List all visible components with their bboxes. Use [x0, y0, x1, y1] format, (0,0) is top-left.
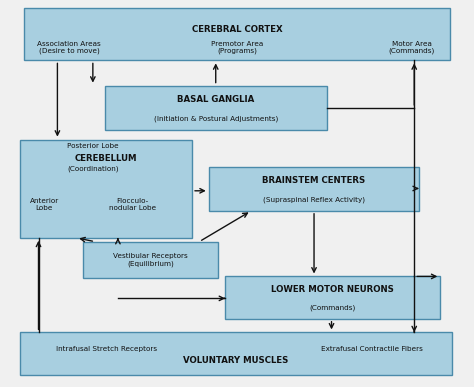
Text: CEREBELLUM: CEREBELLUM: [74, 154, 137, 163]
Text: CEREBRAL CORTEX: CEREBRAL CORTEX: [191, 25, 283, 34]
Text: Posterior Lobe: Posterior Lobe: [67, 144, 118, 149]
FancyBboxPatch shape: [225, 276, 440, 319]
Text: Vestibular Receptors
(Equilibrium): Vestibular Receptors (Equilibrium): [113, 253, 188, 267]
FancyBboxPatch shape: [105, 86, 327, 130]
FancyBboxPatch shape: [24, 9, 450, 60]
FancyBboxPatch shape: [19, 140, 192, 238]
Text: Motor Area
(Commands): Motor Area (Commands): [389, 41, 435, 55]
Text: (Commands): (Commands): [310, 305, 356, 311]
Text: VOLUNTARY MUSCLES: VOLUNTARY MUSCLES: [183, 356, 289, 365]
Text: BRAINSTEM CENTERS: BRAINSTEM CENTERS: [262, 175, 365, 185]
FancyBboxPatch shape: [19, 332, 452, 375]
Text: LOWER MOTOR NEURONS: LOWER MOTOR NEURONS: [271, 284, 394, 294]
Text: Anterior
Lobe: Anterior Lobe: [29, 198, 59, 211]
FancyBboxPatch shape: [209, 166, 419, 211]
FancyBboxPatch shape: [83, 242, 218, 278]
Text: BASAL GANGLIA: BASAL GANGLIA: [177, 94, 255, 104]
Text: Extrafusal Contractile Fibers: Extrafusal Contractile Fibers: [321, 346, 423, 351]
Text: Premotor Area
(Programs): Premotor Area (Programs): [211, 41, 263, 55]
Text: Association Areas
(Desire to move): Association Areas (Desire to move): [37, 41, 101, 55]
Text: (Coordination): (Coordination): [67, 166, 118, 173]
Text: Intrafusal Stretch Receptors: Intrafusal Stretch Receptors: [56, 346, 157, 351]
Text: (Supraspinal Reflex Activity): (Supraspinal Reflex Activity): [263, 197, 365, 203]
Text: (Initiation & Postural Adjustments): (Initiation & Postural Adjustments): [154, 116, 278, 122]
Text: Flocculo-
nodular Lobe: Flocculo- nodular Lobe: [109, 198, 155, 211]
